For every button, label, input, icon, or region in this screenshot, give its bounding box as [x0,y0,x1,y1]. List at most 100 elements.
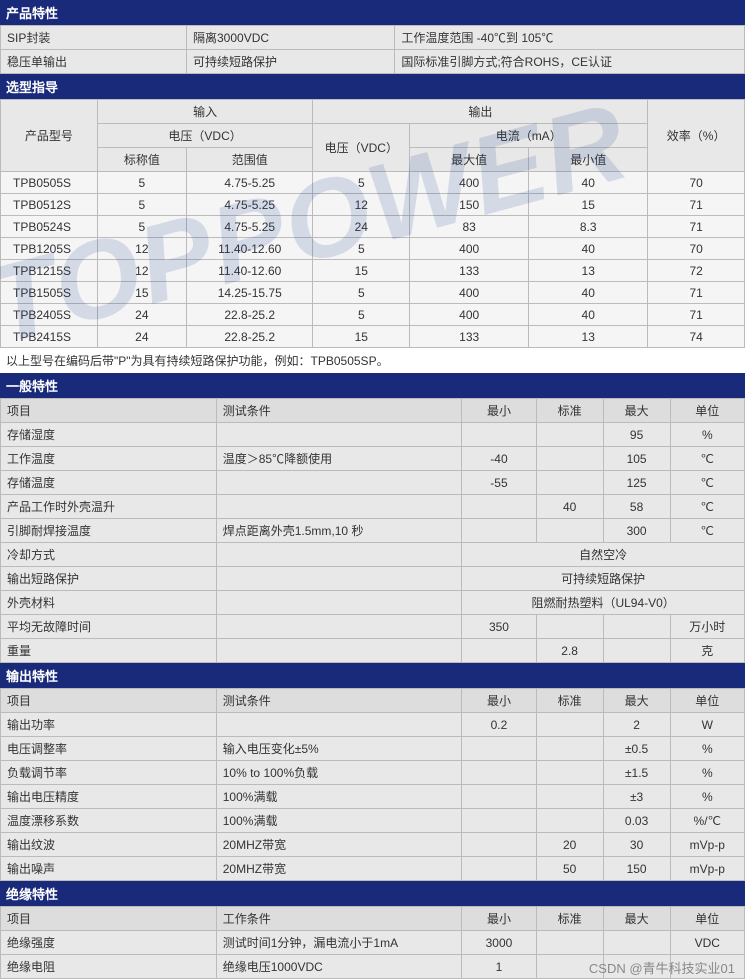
cell-model: TPB0524S [1,216,98,238]
cell: 4.75-5.25 [186,194,312,216]
cell: SIP封装 [1,26,187,50]
cell: 克 [670,639,744,663]
cell: 测试时间1分钟，漏电流小于1mA [216,931,462,955]
cell: 绝缘电压1000VDC [216,955,462,979]
footer-watermark: CSDN @青牛科技实业01 [589,958,735,977]
cell: 8.3 [529,216,648,238]
th-max: 最大值 [410,148,529,172]
th-range: 范围值 [186,148,312,172]
cell: 22.8-25.2 [186,304,312,326]
cell [536,809,603,833]
cell: 5 [313,172,410,194]
cell: 国际标准引脚方式;符合ROHS，CE认证 [395,50,745,74]
cell: 5 [313,304,410,326]
cell [216,713,462,737]
cell [462,495,536,519]
cell: 5 [97,172,186,194]
th-nom: 标称值 [97,148,186,172]
section-header-selection: 选型指导 [0,74,745,99]
cell: 100%满载 [216,809,462,833]
cell [462,809,536,833]
cell: 12 [97,238,186,260]
th: 单位 [670,399,744,423]
th-input: 输入 [97,100,313,124]
cell: ℃ [670,519,744,543]
cell: 10% to 100%负载 [216,761,462,785]
cell-item: 输出电压精度 [1,785,217,809]
cell: 2 [603,713,670,737]
cell: 5 [313,282,410,304]
cell-item: 输出功率 [1,713,217,737]
cell: VDC [670,931,744,955]
th: 最大 [603,689,670,713]
cell: 40 [529,238,648,260]
selection-table: 产品型号 输入 输出 效率（%） 电压（VDC） 电压（VDC） 电流（mA） … [0,99,745,348]
th: 最大 [603,399,670,423]
cell-item: 存储温度 [1,471,217,495]
cell: 40 [529,304,648,326]
cell-item: 产品工作时外壳温升 [1,495,217,519]
th-model: 产品型号 [1,100,98,172]
cell: 70 [648,172,745,194]
cell: 0.03 [603,809,670,833]
th: 测试条件 [216,689,462,713]
cell-span: 阻燃耐热塑料（UL94-V0） [462,591,745,615]
cell: 133 [410,326,529,348]
th-eff: 效率（%） [648,100,745,172]
cell: 50 [536,857,603,881]
cell: 24 [313,216,410,238]
cell [536,447,603,471]
cell-item: 负载调节率 [1,761,217,785]
th: 最小 [462,689,536,713]
cell: 71 [648,216,745,238]
cell: 1 [462,955,536,979]
cell: ℃ [670,447,744,471]
th: 项目 [1,399,217,423]
cell: 40 [529,172,648,194]
cell: 95 [603,423,670,447]
cell: 24 [97,304,186,326]
cell: 70 [648,238,745,260]
cell [216,591,462,615]
cell: 83 [410,216,529,238]
cell: 24 [97,326,186,348]
cell-model: TPB0505S [1,172,98,194]
cell-model: TPB0512S [1,194,98,216]
cell [536,471,603,495]
cell-item: 冷却方式 [1,543,217,567]
general-table: 项目 测试条件 最小 标准 最大 单位 存储湿度95%工作温度温度＞85℃降额使… [0,398,745,663]
cell: ℃ [670,471,744,495]
cell: 72 [648,260,745,282]
cell [462,761,536,785]
th: 最大 [603,907,670,931]
cell: % [670,737,744,761]
cell: 4.75-5.25 [186,172,312,194]
cell-model: TPB2405S [1,304,98,326]
cell-item: 重量 [1,639,217,663]
cell: 30 [603,833,670,857]
cell [216,615,462,639]
cell: 万小时 [670,615,744,639]
cell: 71 [648,304,745,326]
cell: %/℃ [670,809,744,833]
cell [536,761,603,785]
th: 标准 [536,907,603,931]
cell: 58 [603,495,670,519]
cell: 5 [97,216,186,238]
cell: 40 [536,495,603,519]
cell: % [670,761,744,785]
th: 项目 [1,689,217,713]
cell [462,857,536,881]
cell: 71 [648,282,745,304]
cell-model: TPB1505S [1,282,98,304]
product-features-table: SIP封装隔离3000VDC工作温度范围 -40℃到 105℃ 稳压单输出可持续… [0,25,745,74]
cell: 400 [410,304,529,326]
cell: 稳压单输出 [1,50,187,74]
cell-model: TPB2415S [1,326,98,348]
cell: 22.8-25.2 [186,326,312,348]
cell: 可持续短路保护 [187,50,395,74]
cell: 5 [97,194,186,216]
cell-item: 绝缘强度 [1,931,217,955]
cell: 温度＞85℃降额使用 [216,447,462,471]
cell [216,639,462,663]
